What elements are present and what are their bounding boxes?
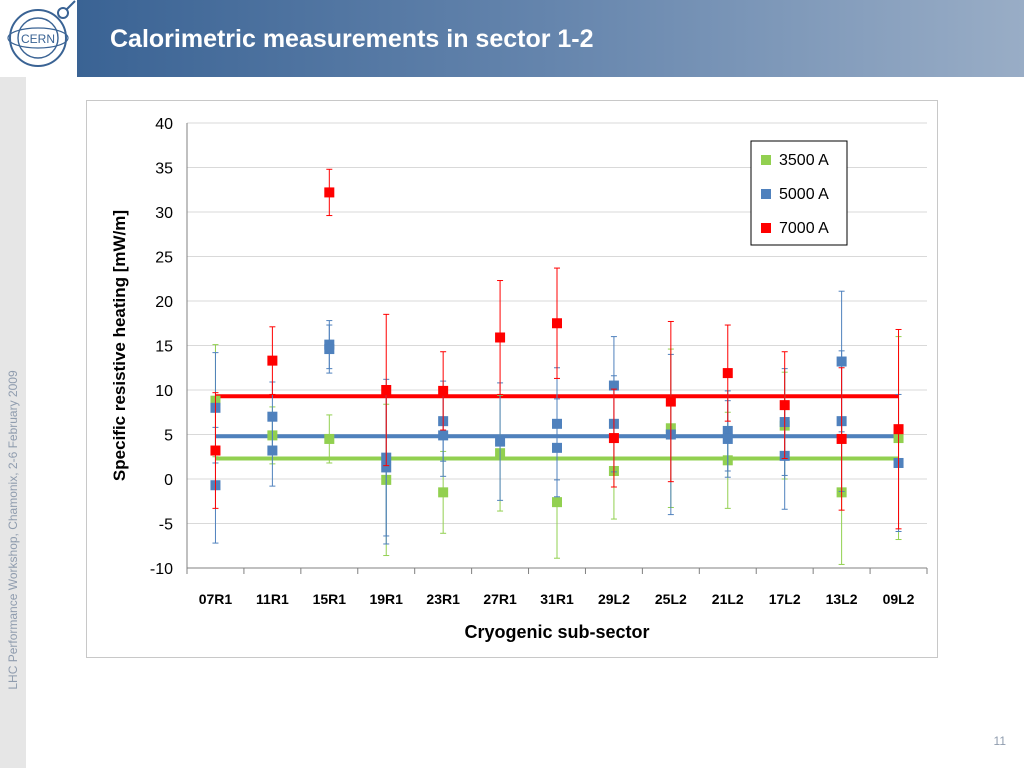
data-point (665, 396, 676, 407)
y-tick-label: 10 (155, 383, 173, 400)
calorimetry-chart: -10 -5 0 5 10 15 20 25 30 35 40 07R1 11R1 15R1 19R1 23R… (110, 116, 928, 642)
data-point (381, 462, 392, 473)
data-point (324, 187, 335, 198)
y-tick-label: 0 (164, 472, 173, 489)
x-tick-label: 31R1 (540, 591, 574, 607)
data-point (495, 436, 506, 447)
legend-marker (761, 155, 771, 165)
cern-logo-text: CERN (21, 32, 55, 46)
x-tick-label: 19R1 (369, 591, 403, 607)
data-point (552, 497, 562, 508)
data-point (438, 385, 449, 396)
x-tick-label: 25L2 (655, 591, 687, 607)
data-point (552, 442, 562, 453)
x-tick-label: 17L2 (769, 591, 801, 607)
data-point (324, 433, 335, 444)
x-tick-label: 23R1 (426, 591, 460, 607)
page-number: 11 (993, 734, 1006, 748)
x-tick-label: 29L2 (598, 591, 630, 607)
y-tick-label: -5 (159, 517, 173, 534)
y-tick-label: 20 (155, 294, 173, 311)
data-point (324, 344, 335, 355)
data-point (608, 433, 619, 444)
footer-text: LHC Performance Workshop, Chamonix, 2-6 … (6, 370, 20, 690)
y-axis-label: Specific resistive heating [mW/m] (110, 210, 129, 481)
data-point (438, 430, 449, 441)
legend-marker (761, 189, 771, 199)
x-tick-label: 13L2 (826, 591, 858, 607)
x-tick-label: 07R1 (199, 591, 233, 607)
data-point (267, 445, 278, 456)
x-tick-label: 15R1 (313, 591, 347, 607)
legend-marker (761, 223, 771, 233)
data-point (722, 433, 733, 444)
y-tick-label: 35 (155, 161, 173, 178)
cern-logo: CERN (0, 0, 77, 77)
y-tick-label: -10 (150, 561, 173, 578)
y-tick-label: 40 (155, 116, 173, 133)
legend-label: 7000 A (779, 220, 829, 237)
legend-label: 5000 A (779, 186, 829, 203)
y-tick-label: 15 (155, 339, 173, 356)
chart-frame: -10 -5 0 5 10 15 20 25 30 35 40 07R1 11R1 15R1 19R1 23R… (86, 100, 938, 658)
data-point (779, 400, 790, 411)
x-tick-label: 21L2 (712, 591, 744, 607)
sidebar-strip: LHC Performance Workshop, Chamonix, 2-6 … (0, 0, 26, 768)
legend-label: 3500 A (779, 152, 829, 169)
x-tick-label: 09L2 (883, 591, 915, 607)
data-point (210, 445, 221, 456)
data-point (381, 385, 392, 395)
x-tick-label: 11R1 (256, 591, 289, 607)
y-tick-label: 25 (155, 250, 173, 267)
data-point (722, 368, 733, 379)
x-axis-label: Cryogenic sub-sector (464, 622, 649, 642)
data-point (893, 424, 904, 435)
data-point (438, 487, 449, 498)
y-tick-label: 30 (155, 205, 173, 222)
data-point (267, 355, 278, 366)
data-point (836, 433, 847, 444)
title-bar: Calorimetric measurements in sector 1-2 (77, 0, 1024, 77)
y-tick-label: 5 (164, 428, 173, 445)
data-point (552, 318, 562, 329)
data-point (495, 332, 506, 343)
x-tick-label: 27R1 (483, 591, 517, 607)
slide-title: Calorimetric measurements in sector 1-2 (110, 25, 594, 53)
cern-logo-icon: CERN (7, 0, 76, 67)
